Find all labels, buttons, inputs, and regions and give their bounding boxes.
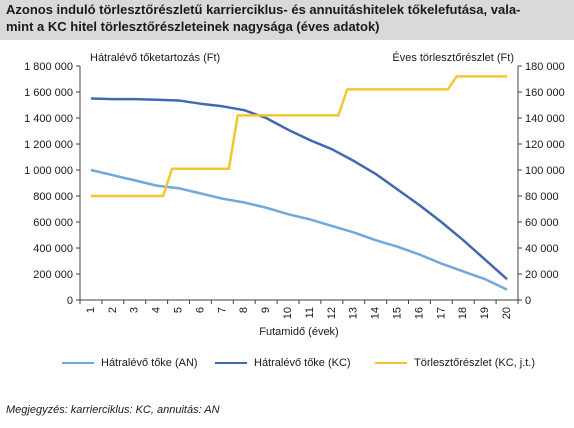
y-tick-label-right: 160 000 xyxy=(525,87,565,99)
y-tick-label-left: 1 600 000 xyxy=(24,87,73,99)
legend-item-kc: Hátralévő tőke (KC) xyxy=(215,355,351,371)
series-line-1 xyxy=(90,168,508,291)
y-tick-label-left: 1 000 000 xyxy=(24,165,73,177)
legend-swatch-torleszto xyxy=(375,361,407,365)
y-tick-label-left: 1 400 000 xyxy=(24,113,73,125)
y-axis-right-title: Éves törlesztőrészlet (Ft) xyxy=(392,51,514,64)
legend-label-an: Hátralévő tőke (AN) xyxy=(101,357,198,369)
legend-swatch-kc xyxy=(215,361,247,365)
y-tick-label-right: 0 xyxy=(525,295,531,307)
x-tick-label: 2 xyxy=(107,307,119,313)
y-tick-label-right: 80 000 xyxy=(525,191,559,203)
y-tick-label-left: 600 000 xyxy=(33,217,73,229)
x-tick-label: 15 xyxy=(391,307,403,319)
x-tick-label: 16 xyxy=(413,307,425,319)
y-tick-label-left: 800 000 xyxy=(33,191,73,203)
y-tick-label-right: 40 000 xyxy=(525,243,559,255)
x-tick-label: 13 xyxy=(348,307,360,319)
chart-area: 0 200 000 400 000 600 000 800 000 1 000 000 1 … xyxy=(24,51,565,338)
chart-title-line-2: mint a KC hitel törlesztőrészleteinek na… xyxy=(6,19,380,34)
x-axis-title: Futamidő (évek) xyxy=(259,326,338,338)
x-tick-label: 4 xyxy=(151,307,163,313)
y-axis-left-title: Hátralévő tőketartozás (Ft) xyxy=(90,52,220,64)
series-line-2 xyxy=(90,97,508,281)
y-tick-label-left: 400 000 xyxy=(33,243,73,255)
legend-item-torleszto: Törlesztőrészlet (KC, j.t.) xyxy=(375,355,535,371)
x-tick-label: 7 xyxy=(216,307,228,313)
x-tick-label: 19 xyxy=(479,307,491,319)
x-tick-label: 3 xyxy=(129,307,141,313)
y-tick-label-right: 140 000 xyxy=(525,113,565,125)
x-tick-label: 18 xyxy=(457,307,469,319)
y-tick-label-right: 100 000 xyxy=(525,165,565,177)
y-tick-label-right: 60 000 xyxy=(525,217,559,229)
legend-label-kc: Hátralévő tőke (KC) xyxy=(254,357,351,369)
y-tick-label-left: 0 xyxy=(67,295,73,307)
y-tick-label-left: 1 800 000 xyxy=(24,61,73,73)
x-tick-label: 14 xyxy=(370,307,382,319)
legend-swatch-an xyxy=(62,361,94,365)
x-tick-label: 17 xyxy=(435,307,447,319)
y-tick-label-right: 120 000 xyxy=(525,139,565,151)
y-tick-label-left: 200 000 xyxy=(33,269,73,281)
x-tick-label: 10 xyxy=(282,307,294,319)
y-tick-label-right: 180 000 xyxy=(525,61,565,73)
x-tick-label: 9 xyxy=(260,307,272,313)
y-tick-label-left: 1 200 000 xyxy=(24,139,73,151)
x-tick-label: 6 xyxy=(194,307,206,313)
legend-label-torleszto: Törlesztőrészlet (KC, j.t.) xyxy=(414,357,536,369)
series-line-3 xyxy=(90,75,508,198)
legend-item-an: Hátralévő tőke (AN) xyxy=(62,355,198,371)
x-tick-label: 12 xyxy=(326,307,338,319)
x-tick-label: 8 xyxy=(238,307,250,313)
y-tick-label-right: 20 000 xyxy=(525,269,559,281)
x-tick-label: 1 xyxy=(85,307,97,313)
x-tick-label: 11 xyxy=(304,307,316,318)
x-tick-label: 20 xyxy=(501,307,513,319)
footnote: Megjegyzés: karrierciklus: KC, annuitás:… xyxy=(6,404,220,416)
chart-title-line-1: Azonos induló törlesztőrészletű karrierc… xyxy=(6,2,521,17)
title-band: Azonos induló törlesztőrészletű karrierc… xyxy=(0,0,574,40)
x-tick-label: 5 xyxy=(172,307,184,313)
